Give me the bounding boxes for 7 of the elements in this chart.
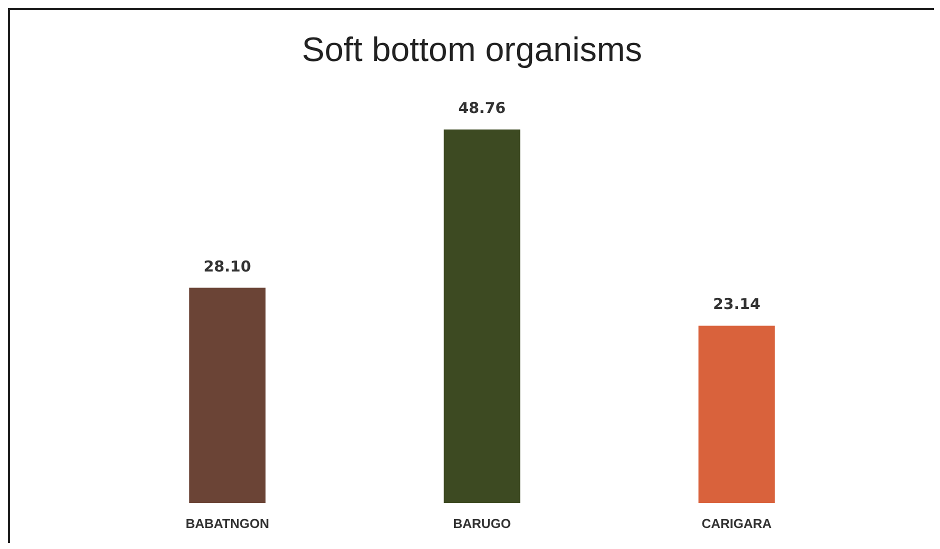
data-label: 23.14 <box>712 295 760 314</box>
x-tick-label: BABATNGON <box>186 516 270 531</box>
x-tick-label: CARIGARA <box>702 516 772 531</box>
chart-title: Soft bottom organisms <box>302 31 642 69</box>
x-tick-label: BARUGO <box>453 516 511 531</box>
data-label: 28.10 <box>204 257 252 276</box>
data-label: 48.76 <box>458 99 506 117</box>
